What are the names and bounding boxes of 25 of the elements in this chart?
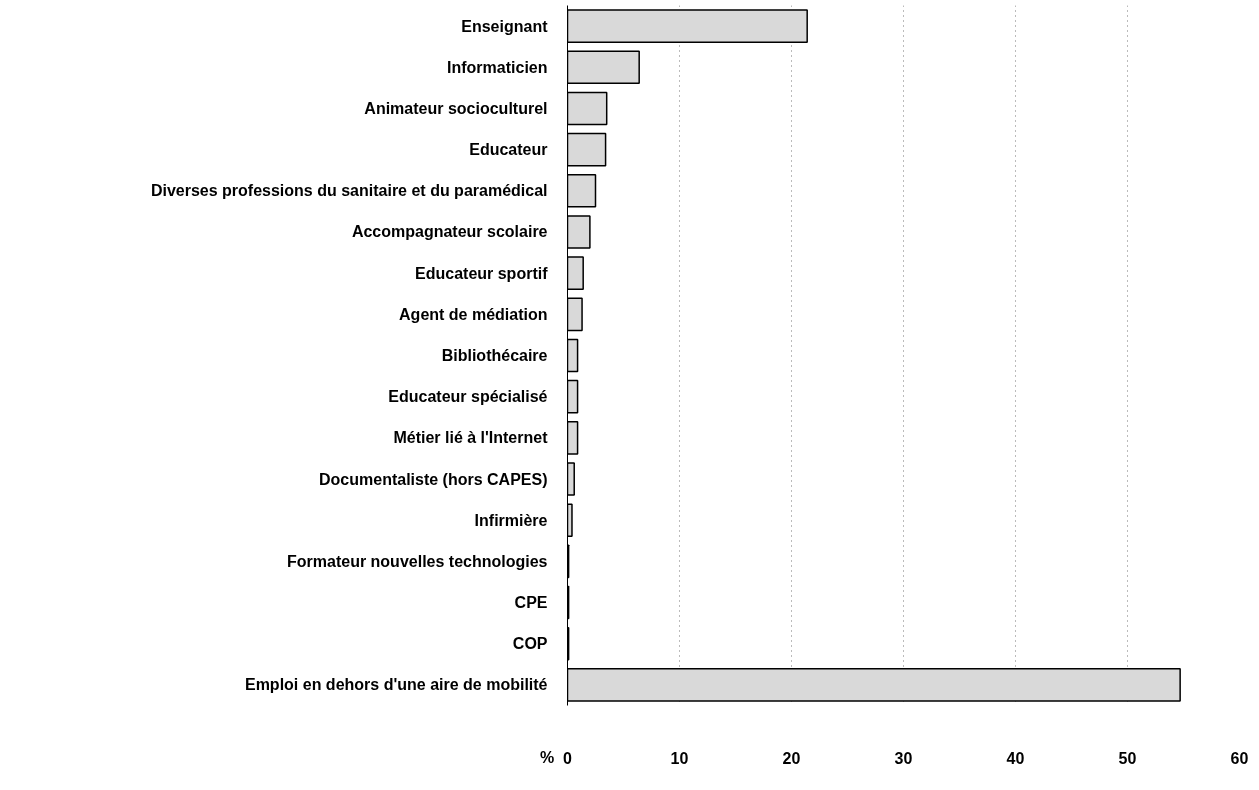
y-tick-label: Educateur bbox=[469, 141, 548, 159]
x-tick-label: 50 bbox=[1118, 749, 1137, 767]
y-tick-label: CPE bbox=[514, 594, 548, 612]
y-tick-label: COP bbox=[512, 635, 548, 653]
y-tick-label: Formateur nouvelles technologies bbox=[287, 552, 548, 570]
y-tick-label: Informaticien bbox=[447, 58, 548, 76]
y-tick-label: Accompagnateur scolaire bbox=[351, 223, 548, 241]
x-tick-label: 0 bbox=[563, 749, 573, 767]
y-tick-label: Métier lié à l'Internet bbox=[393, 429, 549, 447]
y-tick-label: Documentaliste (hors CAPES) bbox=[319, 470, 548, 488]
y-tick-label: Animateur socioculturel bbox=[364, 99, 548, 117]
x-axis-title: % bbox=[540, 748, 555, 768]
y-tick-label: Educateur spécialisé bbox=[388, 388, 548, 406]
x-tick-label: 60 bbox=[1230, 749, 1249, 767]
y-tick-label: Educateur sportif bbox=[415, 264, 549, 282]
y-tick-label: Infirmière bbox=[474, 511, 548, 529]
x-tick-label: 30 bbox=[894, 749, 913, 767]
x-tick-label: 40 bbox=[1006, 749, 1025, 767]
y-tick-label: Enseignant bbox=[461, 17, 549, 35]
y-tick-label: Emploi en dehors d'une aire de mobilité bbox=[244, 676, 548, 694]
y-tick-label: Agent de médiation bbox=[399, 305, 548, 323]
y-tick-label: Diverses professions du sanitaire et du paramédical bbox=[150, 182, 548, 200]
x-tick-label: 10 bbox=[670, 749, 689, 767]
x-tick-label: 20 bbox=[782, 749, 801, 767]
y-tick-label: Bibliothécaire bbox=[441, 347, 548, 364]
